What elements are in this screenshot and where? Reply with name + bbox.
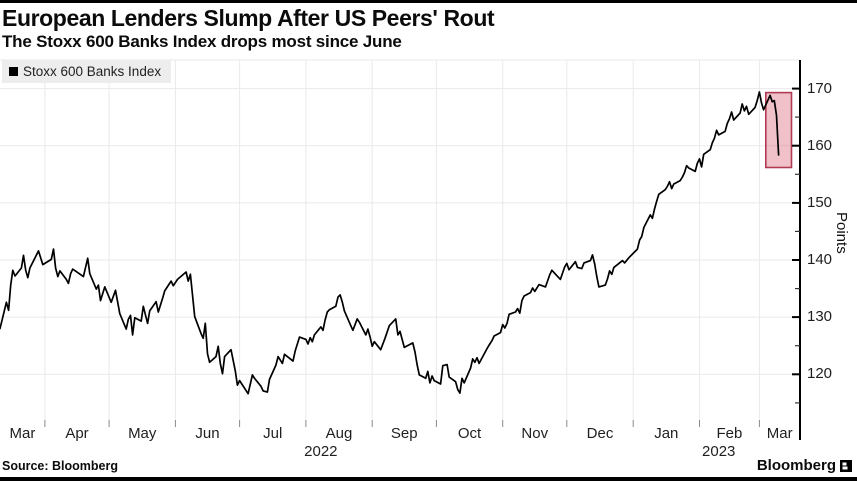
x-axis-month-label: Feb: [716, 425, 743, 442]
x-axis-month-label: Jul: [263, 425, 283, 442]
x-axis-month-label: Aug: [325, 425, 353, 442]
y-axis-tick-label: 120: [807, 365, 833, 383]
highlight-box: [764, 91, 793, 169]
y-axis: [792, 60, 801, 440]
x-axis-month-label: May: [128, 425, 157, 442]
bloomberg-wordmark-text: Bloomberg: [756, 457, 836, 474]
page-title: European Lenders Slump After US Peers' R…: [2, 5, 495, 31]
x-axis-month-label: Jun: [195, 425, 220, 442]
page-subtitle: The Stoxx 600 Banks Index drops most sin…: [2, 32, 402, 51]
source-text: Source: Bloomberg: [2, 459, 118, 473]
x-axis-month-label: Oct: [457, 425, 482, 442]
gridlines: [0, 59, 800, 420]
legend-label: Stoxx 600 Banks Index: [23, 64, 162, 79]
y-axis-title: Points: [833, 212, 850, 254]
x-axis-year-label: 2022: [304, 443, 338, 460]
y-axis-tick-label: 170: [807, 79, 833, 97]
y-axis-tick-label: 150: [807, 193, 833, 211]
legend-swatch-icon: [9, 67, 18, 76]
bottom-border-bar: [0, 477, 857, 481]
y-axis-tick-label: 140: [807, 251, 833, 268]
x-axis-month-label: Mar: [9, 425, 36, 442]
x-axis-year-label: 2023: [702, 443, 736, 460]
bloomberg-logo-icon: [840, 459, 852, 472]
x-axis-month-label: Jan: [654, 425, 679, 442]
x-axis-month-label: Apr: [65, 425, 89, 442]
y-axis-tick-label: 160: [807, 136, 833, 154]
x-axis-month-label: Dec: [586, 425, 614, 442]
x-axis-month-label: Mar: [766, 425, 793, 442]
bloomberg-wordmark: Bloomberg: [757, 457, 852, 474]
top-border-bar: [0, 0, 857, 3]
x-axis-month-label: Sep: [390, 425, 418, 442]
legend: Stoxx 600 Banks Index: [2, 60, 172, 83]
price-line: [0, 91, 780, 395]
x-axis-ticks: [44, 420, 760, 427]
x-axis-month-label: Nov: [521, 425, 549, 442]
y-axis-tick-label: 130: [807, 308, 833, 326]
